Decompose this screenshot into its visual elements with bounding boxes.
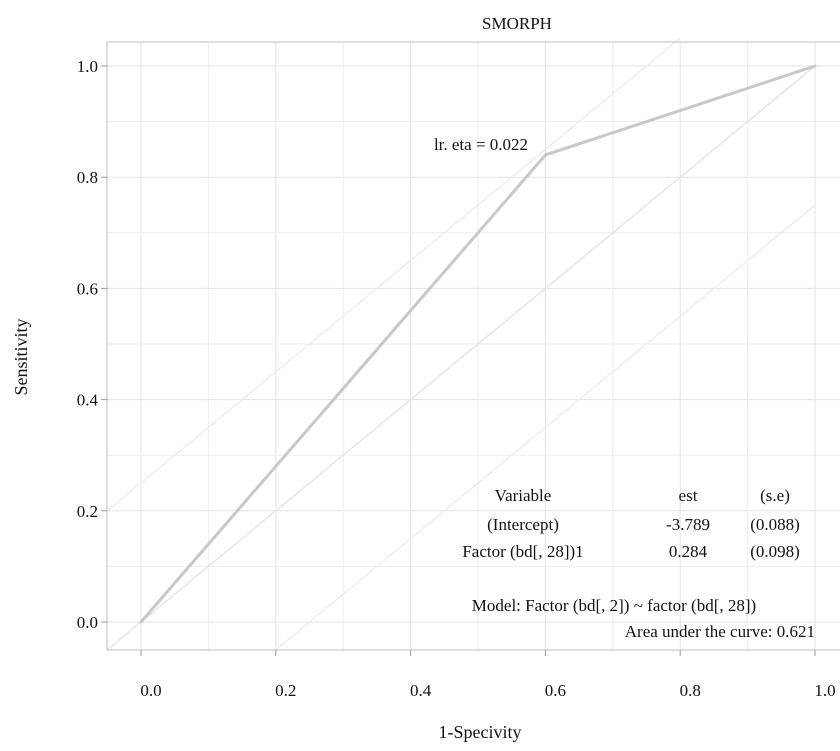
table-row-factor-est: 0.284 xyxy=(669,542,708,561)
grid xyxy=(107,42,840,650)
y-tick-label: 0.6 xyxy=(77,279,98,298)
x-tick-label: 0.8 xyxy=(680,681,701,700)
table-header-est: est xyxy=(679,486,698,505)
x-axis-title: 1-Specivity xyxy=(439,722,522,742)
table-row-intercept-est: -3.789 xyxy=(666,515,710,534)
coefficient-table: Variable est (s.e) (Intercept) -3.789 (0… xyxy=(462,486,799,561)
roc-curve xyxy=(139,64,817,624)
reference-line xyxy=(106,37,681,512)
reference-lines xyxy=(106,37,816,651)
model-text: Model: Factor (bd[, 2]) ~ factor (bd[, 2… xyxy=(472,596,756,615)
table-row-intercept-se: (0.088) xyxy=(750,515,800,534)
reference-line xyxy=(106,65,816,651)
x-tick-label: 0.2 xyxy=(275,681,296,700)
x-tick-label: 0.0 xyxy=(140,681,161,700)
table-header-variable: Variable xyxy=(495,486,552,505)
x-tick-label: 0.6 xyxy=(545,681,566,700)
table-row-intercept-variable: (Intercept) xyxy=(487,515,559,534)
table-row-factor-variable: Factor (bd[, 28])1 xyxy=(462,542,583,561)
reference-line xyxy=(275,204,816,651)
y-axis-ticks: 0.0 0.2 0.4 0.6 0.8 1.0 xyxy=(77,57,107,632)
auc-text: Area under the curve: 0.621 xyxy=(625,622,815,641)
roc-curve-group xyxy=(139,64,817,624)
y-tick-label: 0.0 xyxy=(77,613,98,632)
cutpoint-label: lr. eta = 0.022 xyxy=(434,135,528,154)
table-row-factor-se: (0.098) xyxy=(750,542,800,561)
y-tick-label: 0.4 xyxy=(77,391,99,410)
y-tick-label: 0.2 xyxy=(77,502,98,521)
y-axis-title: Sensitivity xyxy=(11,318,31,395)
x-axis-ticks: 0.0 0.2 0.4 0.6 0.8 1.0 xyxy=(140,650,836,700)
x-tick-label: 0.4 xyxy=(410,681,432,700)
y-tick-label: 1.0 xyxy=(77,57,98,76)
chart-title: SMORPH xyxy=(482,14,552,33)
table-header-se: (s.e) xyxy=(760,486,790,505)
x-tick-label: 1.0 xyxy=(814,681,835,700)
y-tick-label: 0.8 xyxy=(77,168,98,187)
